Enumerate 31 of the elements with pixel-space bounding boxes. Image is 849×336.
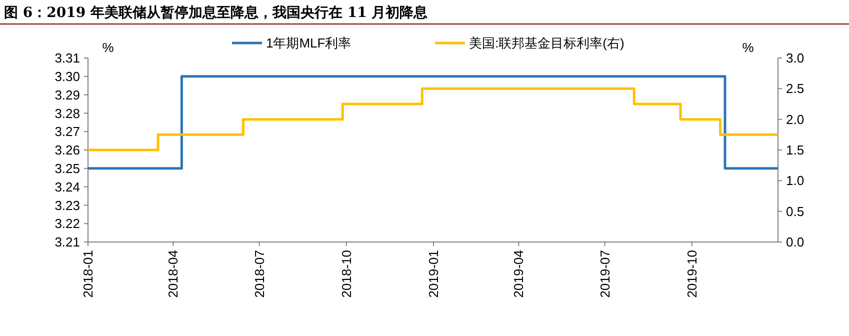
legend-label: 美国:联邦基金目标利率(右) — [469, 36, 624, 51]
x-tick-label: 2018-10 — [338, 250, 354, 298]
y2-tick-label: 1.5 — [786, 142, 804, 158]
y2-axis-title: % — [742, 40, 754, 55]
x-tick-label: 2019-01 — [426, 250, 442, 298]
chart-title: 图 6：2019 年美联储从暂停加息至降息，我国央行在 11 月初降息 — [4, 4, 429, 21]
x-tick-label: 2019-04 — [511, 250, 526, 298]
y-tick-label: 3.31 — [54, 50, 80, 66]
y-axis-title: % — [102, 40, 114, 55]
y2-tick-label: 1.0 — [786, 173, 804, 188]
y-tick-label: 3.25 — [54, 160, 80, 176]
y-tick-label: 3.27 — [54, 124, 80, 140]
y-tick-label: 3.24 — [54, 179, 80, 194]
legend-label: 1年期MLF利率 — [266, 36, 352, 51]
y2-tick-label: 2.5 — [786, 81, 804, 96]
y-tick-label: 3.26 — [54, 142, 80, 158]
y-tick-label: 3.28 — [54, 106, 80, 121]
x-tick-label: 2018-07 — [252, 250, 267, 298]
y-tick-label: 3.30 — [54, 68, 80, 84]
y2-tick-label: 0.5 — [786, 204, 804, 219]
y2-tick-label: 2.0 — [786, 112, 804, 127]
x-tick-label: 2019-10 — [684, 250, 700, 298]
y-tick-label: 3.22 — [54, 216, 80, 232]
x-tick-label: 2019-07 — [597, 250, 612, 298]
y-tick-label: 3.29 — [54, 87, 80, 102]
y2-tick-label: 0.0 — [786, 234, 804, 250]
x-tick-label: 2018-01 — [80, 250, 96, 298]
y2-tick-label: 3.0 — [786, 50, 804, 66]
x-tick-label: 2018-04 — [166, 250, 181, 298]
y-tick-label: 3.23 — [54, 198, 80, 213]
y-tick-label: 3.21 — [54, 234, 80, 250]
